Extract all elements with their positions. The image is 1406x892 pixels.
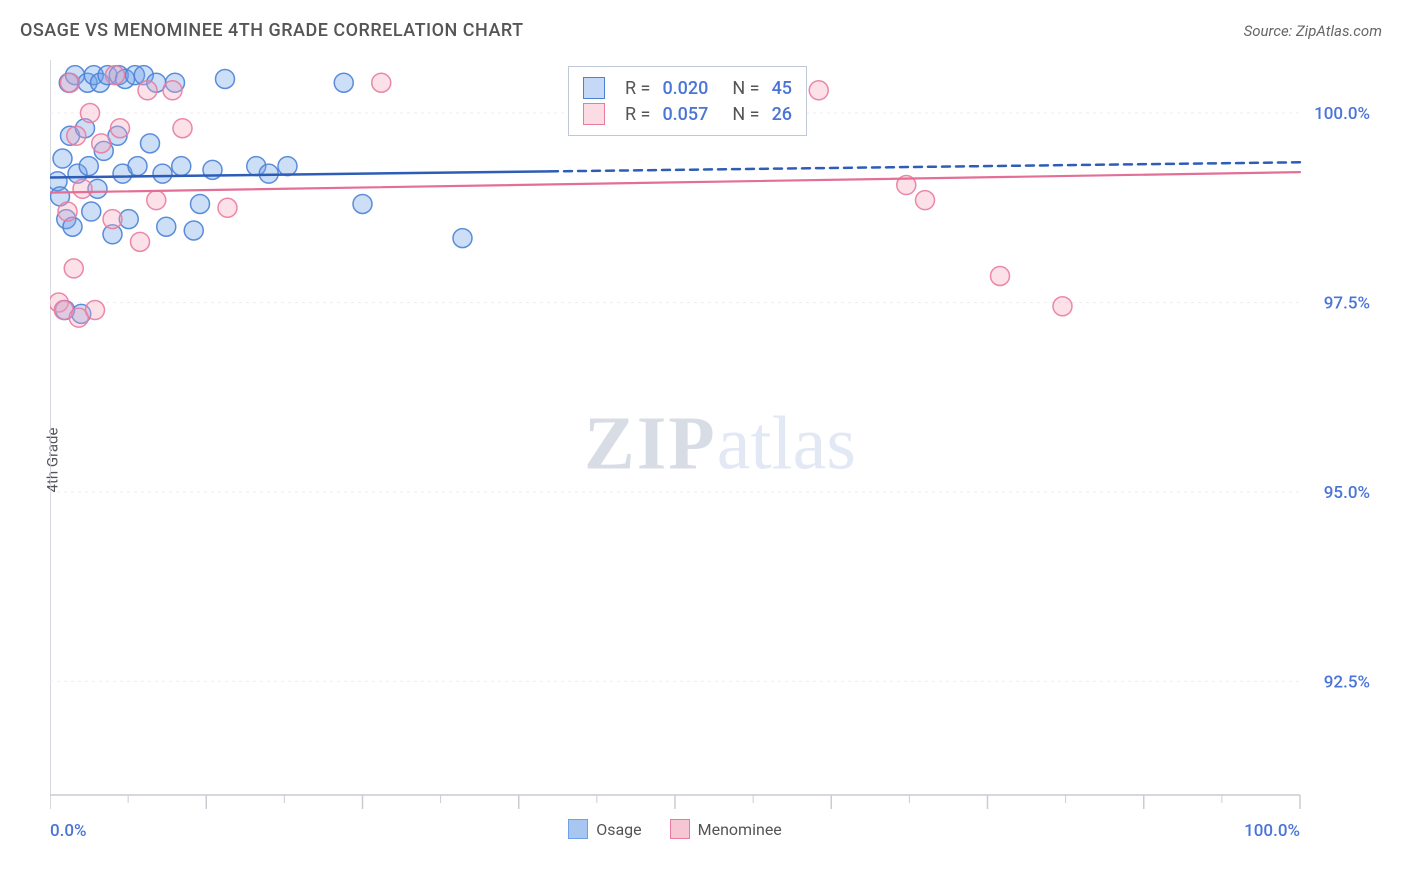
series-swatch	[583, 103, 605, 125]
stats-r-label: R =	[625, 104, 650, 125]
data-point	[372, 73, 391, 92]
legend-item: Menominee	[670, 819, 782, 839]
data-point	[1053, 297, 1072, 316]
data-point	[153, 164, 172, 183]
legend-swatch	[670, 819, 690, 839]
y-tick-label: 100.0%	[1314, 104, 1370, 124]
data-point	[916, 191, 935, 210]
data-point	[991, 266, 1010, 285]
page-title: OSAGE VS MENOMINEE 4TH GRADE CORRELATION…	[20, 20, 524, 41]
stats-r-value: 0.057	[662, 104, 708, 125]
y-tick-label: 97.5%	[1324, 293, 1370, 313]
data-point	[138, 81, 157, 100]
stats-r-label: R =	[625, 78, 650, 99]
y-tick-label: 92.5%	[1324, 672, 1370, 692]
data-point	[92, 134, 111, 153]
correlation-stats-box: R = 0.020 N = 45 R = 0.057 N = 26	[568, 66, 807, 136]
data-point	[172, 157, 191, 176]
legend-label: Menominee	[698, 820, 782, 839]
data-point	[103, 210, 122, 229]
data-point	[173, 119, 192, 138]
stats-row: R = 0.057 N = 26	[583, 101, 792, 127]
data-point	[141, 134, 160, 153]
data-point	[809, 81, 828, 100]
stats-row: R = 0.020 N = 45	[583, 75, 792, 101]
data-point	[61, 73, 80, 92]
y-tick-label: 95.0%	[1324, 483, 1370, 503]
data-point	[278, 157, 297, 176]
scatter-plot: 100.0% 97.5% 95.0% 92.5%	[50, 60, 1390, 828]
data-point	[81, 104, 100, 123]
stats-n-value: 45	[772, 78, 792, 99]
data-point	[131, 232, 150, 251]
data-point	[58, 202, 77, 221]
stats-n-value: 26	[772, 104, 792, 125]
legend-item: Osage	[568, 819, 641, 839]
data-point	[73, 179, 92, 198]
stats-n-label: N =	[732, 78, 759, 99]
source-attribution: Source: ZipAtlas.com	[1244, 22, 1382, 40]
data-point	[106, 66, 125, 85]
data-point	[86, 301, 105, 320]
data-point	[67, 126, 86, 145]
data-point	[53, 149, 72, 168]
data-point	[453, 229, 472, 248]
data-point	[147, 191, 166, 210]
data-point	[157, 217, 176, 236]
data-point	[218, 198, 237, 217]
data-point	[216, 69, 235, 88]
data-point	[334, 73, 353, 92]
data-point	[111, 119, 130, 138]
data-point	[163, 81, 182, 100]
legend-bottom: Osage Menominee	[50, 819, 1300, 860]
data-point	[79, 157, 98, 176]
data-point	[82, 202, 101, 221]
legend-swatch	[568, 819, 588, 839]
stats-n-label: N =	[732, 104, 759, 125]
series-swatch	[583, 77, 605, 99]
data-point	[64, 259, 83, 278]
data-point	[191, 194, 210, 213]
data-point	[128, 157, 147, 176]
chart-container: 4th Grade 100.0%97.5%95.0%92.5% ZIPatlas…	[50, 60, 1390, 860]
data-point	[353, 194, 372, 213]
stats-r-value: 0.020	[662, 78, 708, 99]
legend-label: Osage	[596, 820, 641, 839]
data-point	[184, 221, 203, 240]
